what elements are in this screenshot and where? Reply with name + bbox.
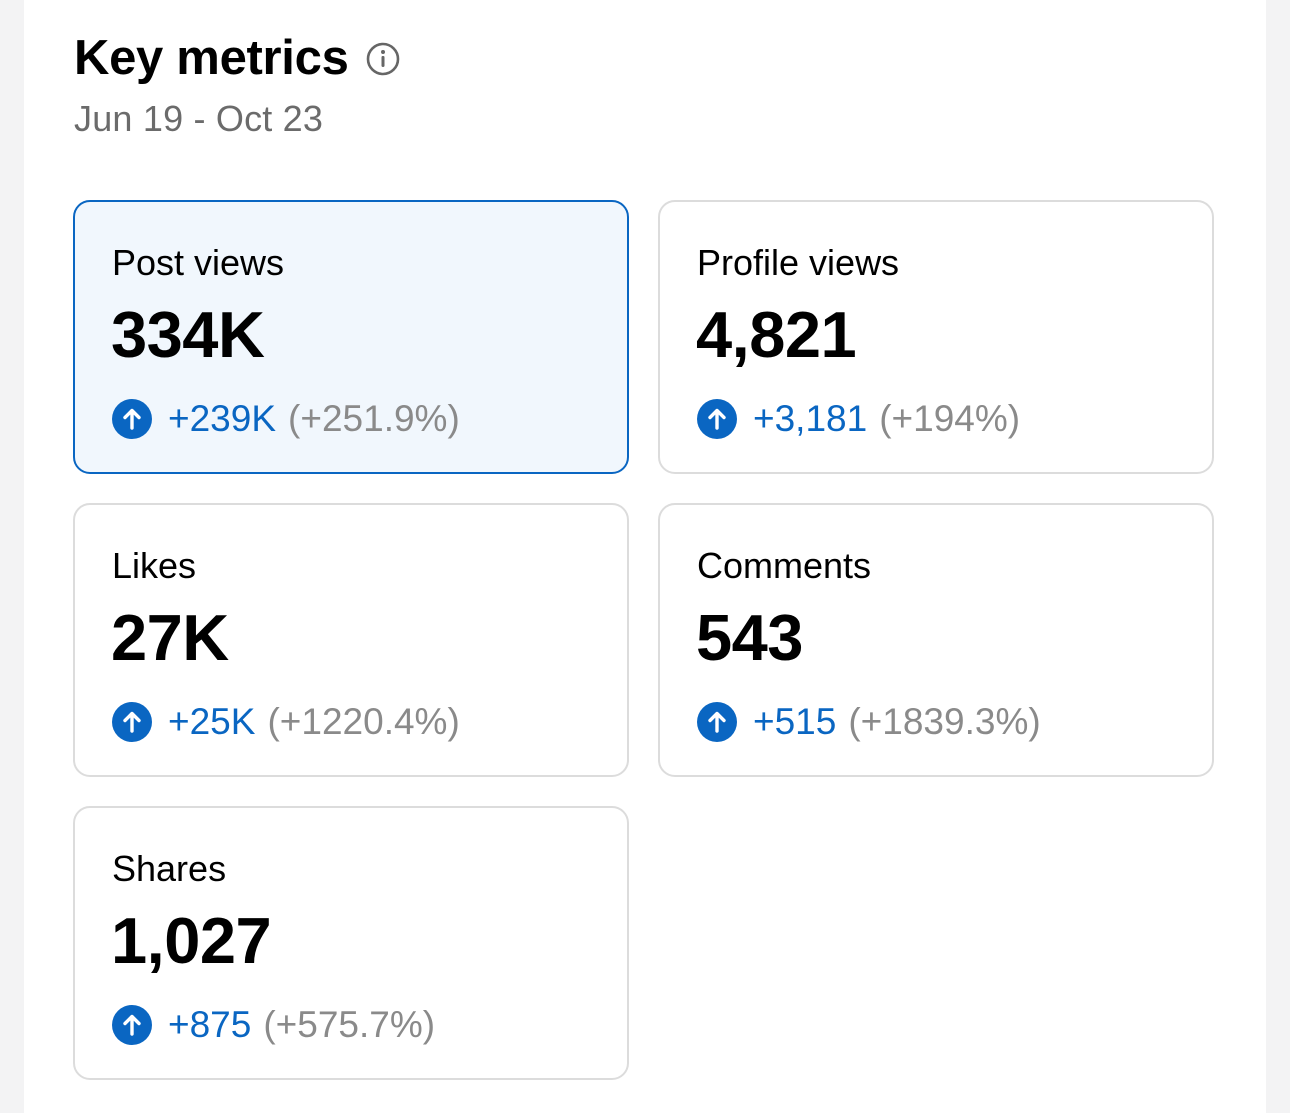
metric-card-comments[interactable]: Comments 543 +515 (+1839.3%): [658, 503, 1214, 777]
change-absolute: +3,181: [753, 398, 868, 439]
metric-card-shares[interactable]: Shares 1,027 +875 (+575.7%): [73, 806, 629, 1080]
metric-label: Post views: [112, 242, 285, 283]
metric-change: +239K (+251.9%): [112, 398, 460, 440]
date-range: Jun 19 - Oct 23: [74, 98, 324, 139]
metric-change: +25K (+1220.4%): [112, 701, 460, 743]
metric-value: 334K: [111, 298, 265, 371]
title-row: Key metrics: [74, 28, 400, 88]
page-title: Key metrics: [74, 31, 349, 85]
change-percent: (+1220.4%): [267, 701, 460, 742]
change-absolute: +875: [168, 1004, 252, 1045]
metric-card-post-views[interactable]: Post views 334K +239K (+251.9%): [73, 200, 629, 474]
arrow-up-circle-icon: [112, 1005, 152, 1045]
change-percent: (+1839.3%): [848, 701, 1041, 742]
info-icon[interactable]: [366, 42, 400, 76]
metric-value: 4,821: [696, 298, 857, 371]
arrow-up-circle-icon: [697, 399, 737, 439]
change-percent: (+575.7%): [263, 1004, 436, 1045]
metric-label: Comments: [697, 545, 872, 586]
arrow-up-circle-icon: [697, 702, 737, 742]
key-metrics-panel: Key metrics Jun 19 - Oct 23 Post views 3…: [24, 0, 1266, 1113]
key-metrics-header: Key metrics Jun 19 - Oct 23: [74, 28, 400, 140]
change-absolute: +239K: [168, 398, 277, 439]
metric-change: +3,181 (+194%): [697, 398, 1020, 440]
change-percent: (+251.9%): [288, 398, 460, 439]
metric-value: 1,027: [111, 904, 272, 977]
change-percent: (+194%): [879, 398, 1021, 439]
metric-card-profile-views[interactable]: Profile views 4,821 +3,181 (+194%): [658, 200, 1214, 474]
metric-value: 543: [696, 601, 803, 674]
metric-label: Likes: [112, 545, 197, 586]
metric-change: +515 (+1839.3%): [697, 701, 1041, 743]
arrow-up-circle-icon: [112, 702, 152, 742]
arrow-up-circle-icon: [112, 399, 152, 439]
metric-value: 27K: [111, 601, 229, 674]
metric-label: Shares: [112, 848, 227, 889]
change-absolute: +515: [753, 701, 837, 742]
metric-label: Profile views: [697, 242, 900, 283]
metric-card-likes[interactable]: Likes 27K +25K (+1220.4%): [73, 503, 629, 777]
metric-change: +875 (+575.7%): [112, 1004, 435, 1046]
change-absolute: +25K: [168, 701, 256, 742]
